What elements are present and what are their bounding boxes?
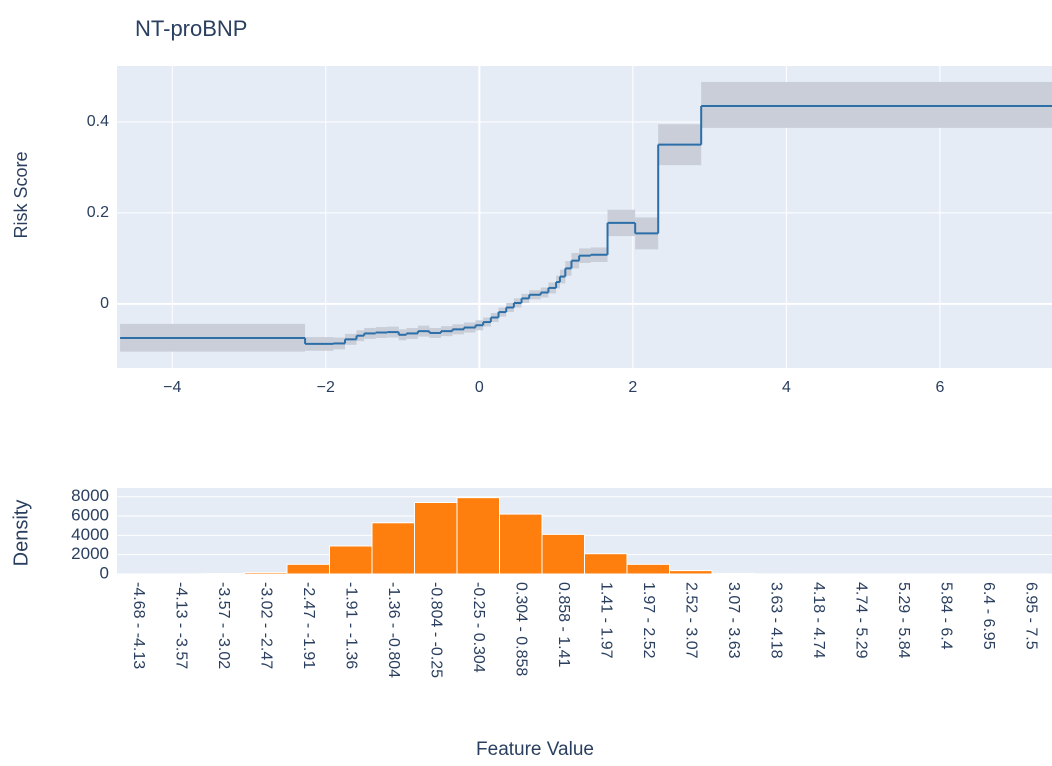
y-tick-label: 4000	[71, 525, 109, 544]
y-tick-label: 0	[100, 563, 109, 582]
y-tick-label: 0.2	[87, 204, 109, 221]
x-tick-label: 1.97 - 2.52	[640, 582, 657, 659]
y-tick-label: 0.4	[87, 113, 109, 130]
x-tick-label: -3.02 - -2.47	[258, 582, 275, 669]
x-tick-label: 6.95 - 7.5	[1023, 582, 1040, 650]
x-tick-label: -2.47 - -1.91	[300, 582, 317, 669]
bar	[286, 563, 330, 575]
x-tick-label: -0.804 - -0.25	[428, 582, 445, 678]
x-tick-label: 0.858 - 1.41	[555, 582, 572, 668]
y-tick-label: 2000	[71, 544, 109, 563]
x-tick-label: -0.25 - 0.304	[470, 582, 487, 673]
x-tick-label: 0.304 - 0.858	[513, 582, 530, 676]
x-tick-label: 4	[782, 379, 791, 396]
x-tick-label: 5.29 - 5.84	[895, 582, 912, 659]
bar	[584, 553, 628, 575]
x-tick-label: -3.57 - -3.02	[215, 582, 232, 669]
chart-title: NT-proBNP	[135, 16, 247, 41]
x-tick-label: 4.74 - 5.29	[853, 582, 870, 659]
x-tick-label: 2.52 - 3.07	[683, 582, 700, 659]
x-tick-label: 3.07 - 3.63	[725, 582, 742, 659]
y-axis-title: Risk Score	[11, 151, 31, 238]
y-tick-label: 8000	[71, 486, 109, 505]
x-tick-label: −4	[163, 379, 181, 396]
y-tick-label: 0	[100, 295, 109, 312]
x-tick-label: 4.18 - 4.74	[810, 582, 827, 659]
x-tick-label: 3.63 - 4.18	[768, 582, 785, 659]
confidence-band	[701, 81, 1052, 128]
x-tick-label: -1.91 - -1.36	[343, 582, 360, 669]
bar	[414, 501, 458, 575]
x-tick-label: 6.4 - 6.95	[980, 582, 997, 650]
x-tick-label: 2	[628, 379, 637, 396]
x-tick-label: −2	[317, 379, 335, 396]
x-axis-title: Feature Value	[476, 739, 594, 760]
x-tick-label: -1.36 - -0.804	[385, 582, 402, 678]
y-tick-label: 6000	[71, 506, 109, 525]
bar	[244, 571, 288, 575]
x-tick-label: 1.41 - 1.97	[598, 582, 615, 659]
bar	[541, 533, 585, 575]
y-axis-title: Density	[10, 500, 32, 567]
bar	[456, 497, 500, 575]
bar	[669, 570, 713, 575]
x-tick-label: 6	[935, 379, 944, 396]
bar	[499, 513, 543, 575]
x-tick-label: -4.13 - -3.57	[173, 582, 190, 669]
x-tick-label: 5.84 - 6.4	[938, 582, 955, 650]
bar	[626, 563, 670, 575]
x-tick-label: 0	[475, 379, 484, 396]
bar	[711, 572, 755, 575]
x-tick-label: -4.68 - -4.13	[130, 582, 147, 669]
bar	[329, 545, 373, 575]
bar	[371, 522, 415, 575]
